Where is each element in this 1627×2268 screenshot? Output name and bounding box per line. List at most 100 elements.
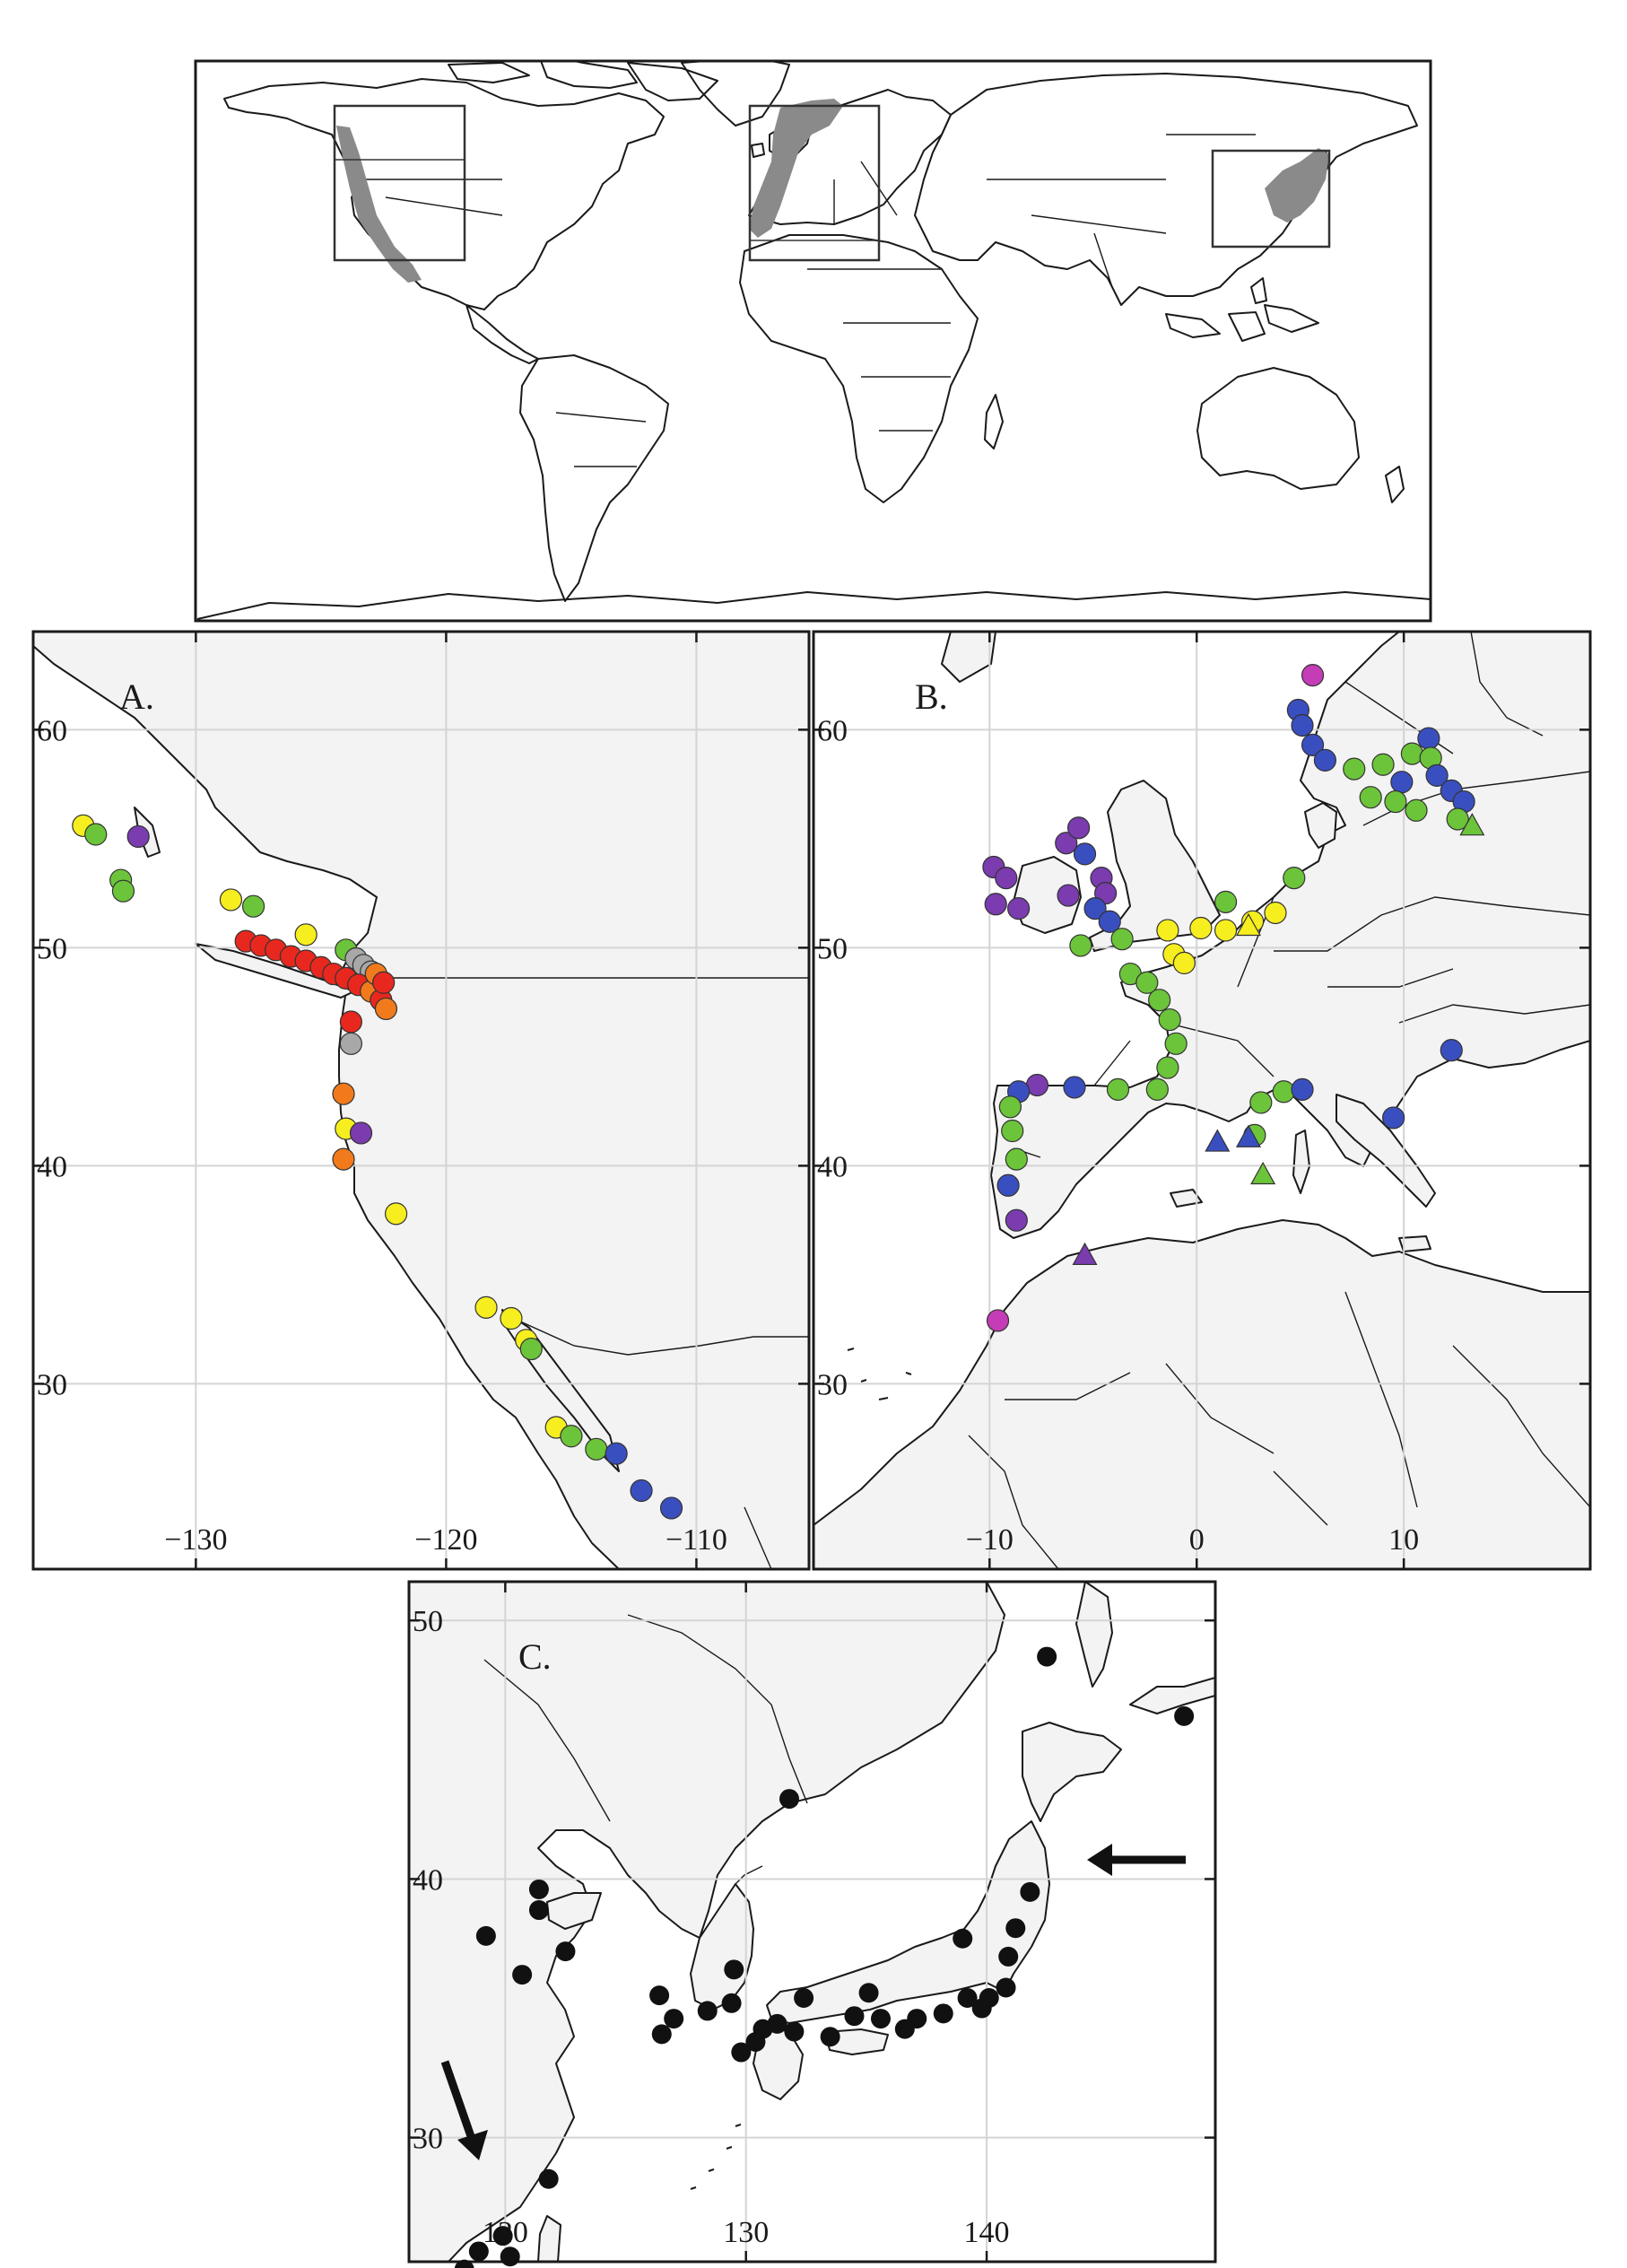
region-box-b bbox=[748, 104, 881, 262]
y-tick-label: 50 bbox=[37, 932, 67, 965]
occurrence-point-black bbox=[1020, 1881, 1040, 1902]
occurrence-point-blue bbox=[1063, 1076, 1086, 1099]
occurrence-point-black bbox=[779, 1789, 800, 1810]
arrow-northeast-honshu bbox=[1087, 1844, 1186, 1876]
greenland-outline bbox=[681, 61, 790, 126]
x-tick-label: −130 bbox=[164, 1523, 227, 1557]
occurrence-point-green bbox=[1371, 753, 1395, 776]
asian-mainland-land bbox=[409, 1582, 1005, 2262]
occurrence-point-green bbox=[1135, 971, 1159, 994]
occurrence-point-blue bbox=[1291, 1077, 1314, 1101]
y-tick-label: 60 bbox=[817, 714, 848, 747]
occurrence-point-green bbox=[1283, 867, 1306, 890]
south-america-outline bbox=[519, 354, 669, 602]
occurrence-point-green bbox=[1005, 1147, 1028, 1171]
occurrence-point-green bbox=[1110, 928, 1134, 951]
occurrence-point-purple bbox=[995, 867, 1018, 890]
occurrence-point-purple bbox=[1055, 832, 1078, 855]
highlight-east-asia bbox=[1265, 148, 1329, 222]
antarctica-outline bbox=[196, 591, 1431, 620]
occurrence-triangle-purple bbox=[1072, 1242, 1098, 1266]
occurrence-point-black bbox=[933, 2003, 953, 2024]
y-tick-label: 40 bbox=[817, 1150, 848, 1183]
occurrence-point-green bbox=[1145, 1077, 1169, 1101]
occurrence-point-green bbox=[560, 1425, 583, 1448]
occurrence-point-green bbox=[1272, 1080, 1295, 1103]
panel-c-label: C. bbox=[518, 1636, 552, 1677]
occurrence-point-black bbox=[784, 2021, 805, 2042]
occurrence-point-black bbox=[998, 1946, 1019, 1967]
occurrence-point-green bbox=[111, 879, 135, 903]
pacific-ocean-a bbox=[33, 632, 619, 1569]
occurrence-point-black bbox=[555, 1941, 576, 1962]
occurrence-point-blue bbox=[1073, 842, 1097, 866]
x-tick-label: 0 bbox=[1189, 1523, 1205, 1557]
occurrence-point-green bbox=[1106, 1077, 1130, 1101]
occurrence-point-green bbox=[1158, 1008, 1181, 1032]
occurrence-point-gray bbox=[339, 1032, 362, 1055]
occurrence-point-blue bbox=[1313, 748, 1337, 772]
region-box-c bbox=[1211, 149, 1331, 249]
occurrence-point-black bbox=[820, 2027, 840, 2047]
occurrence-point-blue bbox=[1382, 1106, 1405, 1130]
occurrence-point-green bbox=[1343, 757, 1366, 781]
y-tick-label: 50 bbox=[413, 1605, 443, 1638]
occurrence-point-black bbox=[953, 1928, 973, 1949]
occurrence-point-purple bbox=[1005, 1208, 1028, 1232]
occurrence-triangle-blue bbox=[1235, 1124, 1261, 1147]
occurrence-triangle-green bbox=[1459, 813, 1485, 836]
panel-b-occurrence-points bbox=[982, 664, 1485, 1332]
occurrence-point-magenta bbox=[986, 1309, 1010, 1332]
occurrence-point-black bbox=[745, 2032, 766, 2053]
x-tick-label: 130 bbox=[723, 2216, 769, 2249]
occurrence-point-green bbox=[84, 823, 108, 846]
occurrence-point-purple bbox=[984, 893, 1007, 916]
panel-a-occurrence-points bbox=[72, 814, 683, 1520]
occurrence-point-purple bbox=[1066, 816, 1091, 840]
occurrence-point-black bbox=[996, 1977, 1016, 1998]
occurrence-point-yellow bbox=[1264, 901, 1287, 925]
occurrence-point-black bbox=[894, 2019, 915, 2039]
occurrence-triangle-green bbox=[1250, 1161, 1276, 1185]
occurrence-point-black bbox=[957, 1988, 978, 2009]
occurrence-point-orange bbox=[332, 1082, 355, 1105]
occurrence-point-black bbox=[858, 1983, 879, 2003]
australia-outline bbox=[1196, 367, 1360, 490]
occurrence-point-yellow bbox=[1156, 919, 1179, 942]
occurrence-point-black bbox=[1005, 1918, 1026, 1939]
occurrence-point-blue bbox=[659, 1496, 683, 1520]
occurrence-point-blue bbox=[996, 1173, 1020, 1197]
x-tick-label: −120 bbox=[414, 1523, 477, 1557]
occurrence-point-green bbox=[1400, 742, 1423, 765]
occurrence-point-black bbox=[1037, 1646, 1057, 1667]
occurrence-point-green bbox=[1069, 934, 1092, 957]
occurrence-point-red bbox=[339, 1010, 362, 1034]
occurrence-point-black bbox=[512, 1965, 533, 1985]
occurrence-point-black bbox=[1174, 1705, 1195, 1726]
occurrence-point-yellow bbox=[294, 923, 318, 946]
occurrence-point-yellow bbox=[1214, 919, 1238, 942]
occurrence-point-purple bbox=[1007, 897, 1031, 920]
occurrence-point-green bbox=[1156, 1056, 1179, 1079]
occurrence-triangle-yellow bbox=[1235, 912, 1261, 937]
occurrence-point-green bbox=[1405, 798, 1428, 822]
occurrence-point-green bbox=[519, 1337, 543, 1361]
y-tick-label: 40 bbox=[413, 1863, 443, 1897]
occurrence-point-orange bbox=[374, 997, 398, 1021]
world-overview-map bbox=[194, 59, 1432, 623]
occurrence-point-black bbox=[649, 1985, 670, 2006]
y-tick-label: 50 bbox=[817, 932, 848, 965]
occurrence-point-purple bbox=[349, 1121, 373, 1145]
occurrence-point-black bbox=[454, 2259, 474, 2268]
occurrence-point-green bbox=[1249, 1091, 1273, 1114]
africa-outline bbox=[739, 234, 979, 503]
x-tick-label: 140 bbox=[964, 2216, 1010, 2249]
occurrence-point-black bbox=[794, 1988, 814, 2009]
arrow-south-china-coast bbox=[440, 2060, 488, 2160]
occurrence-point-black bbox=[870, 2009, 891, 2029]
occurrence-point-black bbox=[475, 1925, 496, 1946]
occurrence-point-blue bbox=[1425, 763, 1449, 787]
occurrence-point-black bbox=[664, 2009, 684, 2029]
region-box-a bbox=[333, 104, 466, 262]
